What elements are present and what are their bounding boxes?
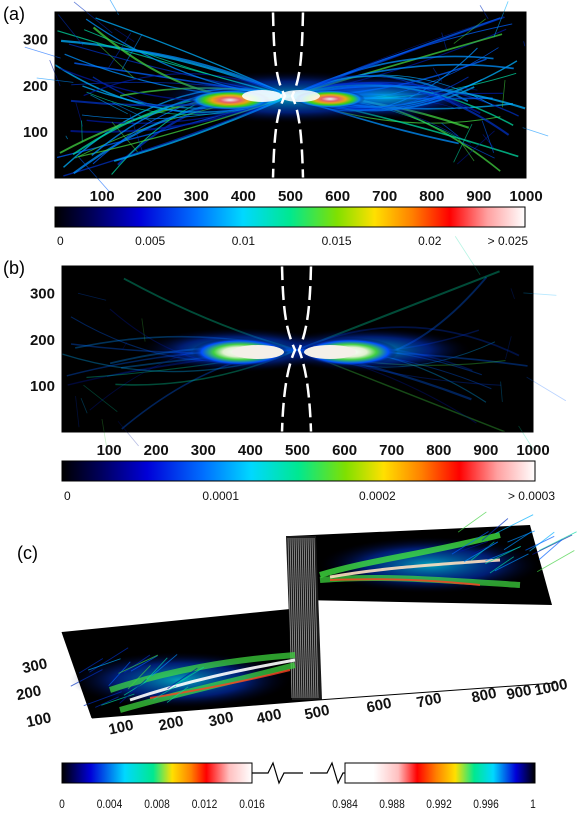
panel-b-x-tick-200: 200 (144, 442, 169, 459)
panel-a-x-tick-100: 100 (90, 188, 115, 205)
panel-a-x-tick-600: 600 (325, 188, 350, 205)
panel-b-x-tick-400: 400 (238, 442, 263, 459)
panel-a-colorbar-tick-2: 0.01 (232, 234, 256, 248)
panel-c-x-tick-600: 600 (365, 695, 393, 717)
panel-c-colorbar-left-tick-2: 0.008 (144, 798, 170, 811)
panel-b-x-tick-600: 600 (332, 442, 357, 459)
panel-a-colorbar-tick-1: 0.005 (135, 234, 165, 248)
panel-b-colorbar-tick-3: > 0.0003 (508, 489, 555, 503)
panel-c-colorbar-right (344, 762, 536, 784)
panel-b-x-tick-500: 500 (285, 442, 310, 459)
panel-b-x-tick-1000: 1000 (516, 442, 549, 459)
panel-a-x-ticks: 100 200 300 400 500 600 700 800 900 1000 (90, 188, 543, 205)
panel-b-colorbar (61, 460, 536, 482)
panel-c-x-tick-400: 400 (255, 706, 283, 728)
panel-a-y-tick-100: 100 (23, 124, 48, 141)
panel-c-x-tick-100: 100 (107, 717, 135, 739)
panel-a-x-tick-1000: 1000 (509, 188, 542, 205)
panel-c-colorbar-ticks: 0 0.004 0.008 0.012 0.016 0.984 0.988 0.992 0.99… (59, 798, 536, 811)
panel-c-colorbar-left (61, 762, 253, 784)
panel-c-colorbar-left-tick-3: 0.012 (192, 798, 218, 811)
panel-a-colorbar-tick-5: > 0.025 (488, 234, 529, 248)
panel-b-x-tick-700: 700 (379, 442, 404, 459)
panel-b-colorbar-tick-1: 0.0001 (202, 489, 239, 503)
panel-c-x-tick-700: 700 (415, 690, 443, 712)
panel-a-colorbar (54, 206, 526, 228)
panel-b-x-tick-800: 800 (426, 442, 451, 459)
panel-c-x-ticks: 100 200 300 400 500 600 700 800 900 1000 (107, 676, 569, 739)
panel-c-y-tick-300: 300 (21, 655, 49, 677)
panel-a-colorbar-ticks: 0 0.005 0.01 0.015 0.02 > 0.025 (57, 234, 528, 248)
panel-a-x-tick-900: 900 (466, 188, 491, 205)
panel-c-x-tick-500: 500 (303, 702, 331, 724)
panel-a-y-tick-300: 300 (23, 32, 48, 49)
panel-c-x-tick-1000: 1000 (533, 676, 569, 700)
panel-a-x-tick-800: 800 (419, 188, 444, 205)
panel-b-y-ticks: 100 200 300 (30, 286, 55, 395)
panel-c-3d-surface (61, 511, 577, 719)
panel-a-x-tick-400: 400 (231, 188, 256, 205)
panel-b-colorbar-ticks: 0 0.0001 0.0002 > 0.0003 (64, 489, 555, 503)
panel-b-colorbar-tick-0: 0 (64, 489, 71, 503)
panel-b-x-tick-300: 300 (191, 442, 216, 459)
panel-a-x-tick-700: 700 (372, 188, 397, 205)
panel-label-c: (c) (17, 543, 38, 563)
panel-a-colorbar-tick-0: 0 (57, 234, 64, 248)
panel-a-x-tick-300: 300 (184, 188, 209, 205)
panel-a-colorbar-tick-3: 0.015 (322, 234, 352, 248)
panel-c-y-tick-200: 200 (15, 682, 43, 704)
panel-a-colorbar-tick-4: 0.02 (418, 234, 442, 248)
panel-label-b: (b) (3, 258, 25, 278)
panel-label-a: (a) (3, 4, 25, 24)
panel-b-x-ticks: 100 200 300 400 500 600 700 800 900 1000 (97, 442, 550, 459)
panel-b-y-tick-300: 300 (30, 286, 55, 303)
panel-a-y-tick-200: 200 (23, 78, 48, 95)
panel-c-colorbar-break (252, 761, 345, 785)
panel-c-x-tick-300: 300 (207, 709, 235, 731)
panel-c-colorbar-right-tick-2: 0.992 (426, 798, 452, 811)
panel-a-heatmap (24, 0, 549, 194)
panel-b-y-tick-200: 200 (30, 332, 55, 349)
panel-c-colorbar-left-tick-0: 0 (59, 798, 65, 811)
panel-c-x-tick-800: 800 (470, 685, 498, 707)
panel-b-colorbar-tick-2: 0.0002 (359, 489, 396, 503)
panel-c-grid-texture (70, 511, 577, 708)
panel-c-colorbar-right-tick-4: 1 (530, 798, 536, 811)
panel-c-y-tick-100: 100 (25, 709, 53, 731)
panel-c-x-tick-900: 900 (505, 682, 533, 704)
panel-b-x-tick-900: 900 (473, 442, 498, 459)
panel-a-x-tick-500: 500 (278, 188, 303, 205)
panel-b-heatmap (61, 236, 567, 454)
panel-c-colorbar-left-tick-4: 0.016 (239, 798, 265, 811)
panel-c-y-ticks: 300 200 100 (15, 655, 53, 731)
panel-b-y-tick-100: 100 (30, 378, 55, 395)
panel-a-x-tick-200: 200 (137, 188, 162, 205)
panel-c-colorbar-left-tick-1: 0.004 (97, 798, 123, 811)
panel-c-colorbar-right-tick-1: 0.988 (379, 798, 405, 811)
panel-c-wall-lines (287, 537, 319, 699)
panel-c-colorbar-right-tick-0: 0.984 (332, 798, 358, 811)
panel-b-x-tick-100: 100 (97, 442, 122, 459)
panel-c-x-tick-200: 200 (157, 713, 185, 735)
panel-a-y-ticks: 100 200 300 (23, 32, 48, 141)
panel-c-colorbar-right-tick-3: 0.996 (473, 798, 499, 811)
